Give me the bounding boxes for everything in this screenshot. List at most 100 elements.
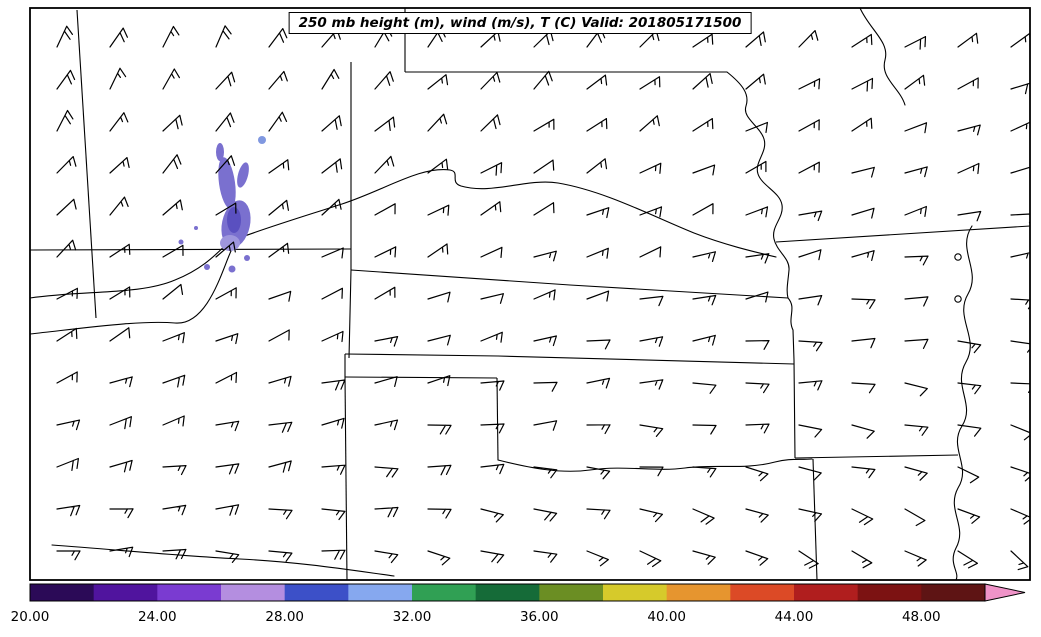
wind-barb — [692, 251, 716, 262]
wind-barb — [745, 340, 770, 350]
wind-barb — [745, 73, 766, 90]
wind-barb — [480, 550, 505, 564]
wind-barb — [109, 157, 130, 174]
wind-barb — [904, 550, 927, 567]
wind-barb — [586, 74, 608, 90]
state-boundary-line — [350, 269, 789, 299]
wind-barb — [639, 550, 662, 568]
state-boundary-line — [76, 9, 97, 319]
wind-barb — [109, 243, 131, 258]
wind-barb — [692, 33, 714, 48]
wind-barb — [745, 121, 768, 133]
wind-barb — [586, 158, 608, 174]
colorbar-segment — [30, 584, 95, 601]
wind-barb — [904, 74, 926, 90]
wind-barb — [586, 377, 611, 389]
wind-barb — [798, 161, 820, 174]
state-boundary-line — [812, 458, 818, 580]
wind-barb — [374, 286, 396, 300]
wind-barb — [639, 76, 661, 90]
wind-barb — [215, 241, 236, 258]
colorbar-tick-label: 32.00 — [393, 609, 432, 625]
plot-title: 250 mb height (m), wind (m/s), T (C) Val… — [288, 12, 752, 34]
wind-barb — [745, 206, 769, 218]
wind-barb — [162, 465, 187, 476]
colorbar-tick-label: 24.00 — [138, 609, 177, 625]
wind-barb — [215, 202, 237, 216]
wind-barb — [321, 417, 345, 429]
wind-barb — [639, 379, 664, 390]
colorbar-segment — [348, 584, 413, 601]
wind-barb — [745, 382, 770, 394]
wind-barb — [480, 423, 505, 434]
wind-barb — [56, 371, 78, 384]
wind-barb — [533, 289, 556, 301]
wind-barb — [798, 508, 823, 522]
wind-barb — [692, 164, 716, 176]
colorbar-segment — [412, 584, 477, 601]
wind-barb — [162, 332, 185, 344]
shading-patch — [237, 162, 249, 188]
wind-barb — [427, 424, 452, 435]
shading-dot — [244, 255, 250, 261]
colorbar-segment — [284, 584, 349, 601]
colorbar-segment — [221, 584, 286, 601]
wind-barb — [533, 202, 555, 216]
wind-barb — [268, 329, 290, 342]
wind-barb — [56, 198, 77, 216]
state-boundary-line — [344, 376, 498, 379]
rivers — [30, 8, 973, 580]
wind-barbs — [56, 25, 1030, 571]
wind-barb — [798, 30, 819, 48]
wind-barb — [321, 549, 346, 560]
wind-barb — [798, 295, 823, 306]
wind-barb — [851, 298, 876, 309]
wind-barb — [851, 466, 876, 479]
wind-barb — [904, 166, 928, 178]
wind-barb — [692, 466, 717, 478]
wind-barb — [586, 339, 611, 350]
wind-barb — [639, 115, 660, 132]
wind-barb — [321, 379, 346, 391]
wind-barb — [533, 550, 558, 563]
colorbar-segment — [794, 584, 859, 601]
wind-barb — [321, 464, 346, 475]
wind-barb — [851, 33, 873, 48]
wind-barb — [268, 159, 290, 174]
wind-barb — [745, 423, 770, 434]
wind-barb — [109, 546, 134, 558]
wind-barb — [374, 506, 399, 518]
wind-barb — [957, 550, 978, 569]
wind-barb — [215, 155, 236, 174]
wind-barb — [427, 113, 448, 132]
wind-barb — [480, 114, 501, 132]
wind-barb — [321, 330, 344, 343]
wind-barb — [692, 334, 716, 346]
wind-barb — [268, 111, 288, 132]
wind-barb — [639, 162, 662, 174]
wind-barb — [745, 508, 769, 523]
wind-barb — [904, 122, 928, 134]
wind-barb — [56, 327, 78, 342]
wind-barb — [639, 466, 664, 477]
wind-barb — [109, 376, 133, 388]
wind-barb — [56, 25, 73, 48]
wind-barb — [162, 548, 187, 560]
wind-barb — [1010, 508, 1030, 525]
wind-barb — [957, 340, 982, 354]
wind-barb — [692, 508, 715, 525]
wind-barb — [374, 376, 398, 387]
wind-barb — [1010, 252, 1030, 262]
wind-barb — [374, 71, 394, 90]
wind-barb — [957, 32, 979, 48]
wind-barb — [109, 67, 127, 90]
wind-barb — [639, 295, 664, 307]
wind-barb — [268, 28, 288, 48]
wind-barb — [480, 331, 503, 343]
wind-barb — [851, 424, 875, 439]
wind-barb — [215, 112, 235, 132]
wind-barb — [109, 27, 128, 48]
wind-barb — [480, 463, 505, 475]
wind-barb — [480, 162, 503, 176]
missouri-river — [726, 71, 790, 299]
